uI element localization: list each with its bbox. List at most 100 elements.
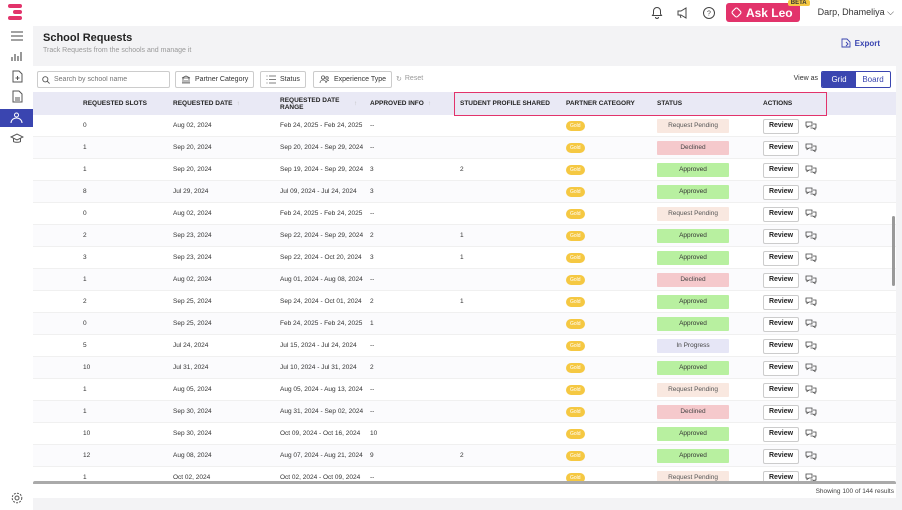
comments-icon[interactable] xyxy=(805,252,817,264)
col-approved-info[interactable]: APPROVED INFO ↑ xyxy=(370,100,432,107)
comments-icon[interactable] xyxy=(805,362,817,374)
comments-icon[interactable] xyxy=(805,186,817,198)
cell-date: Sep 25, 2024 xyxy=(173,298,212,305)
comments-icon[interactable] xyxy=(805,406,817,418)
help-icon[interactable]: ? xyxy=(700,4,718,22)
review-button[interactable]: Review xyxy=(763,162,799,178)
comments-icon[interactable] xyxy=(805,384,817,396)
partner-category-filter[interactable]: Partner Category xyxy=(175,71,255,88)
table-row[interactable]: 0 Aug 02, 2024 Feb 24, 2025 - Feb 24, 2025… xyxy=(33,115,896,137)
table-row[interactable]: 1 Oct 02, 2024 Oct 02, 2024 - Oct 09, 2024… xyxy=(33,467,896,482)
status-filter[interactable]: Status xyxy=(260,71,306,88)
menu-icon[interactable] xyxy=(9,28,25,44)
review-button[interactable]: Review xyxy=(763,118,799,134)
list-icon xyxy=(266,75,276,84)
page-scroll-track[interactable] xyxy=(896,26,902,510)
review-button[interactable]: Review xyxy=(763,448,799,464)
comments-icon[interactable] xyxy=(805,142,817,154)
review-button[interactable]: Review xyxy=(763,250,799,266)
comments-icon[interactable] xyxy=(805,274,817,286)
comments-icon[interactable] xyxy=(805,230,817,242)
ask-leo-button[interactable]: Ask Leo BETA xyxy=(725,0,810,22)
board-view-button[interactable]: Board xyxy=(856,72,890,87)
table-row[interactable]: 5 Jul 24, 2024 Jul 15, 2024 - Jul 24, 2024… xyxy=(33,335,896,357)
grid-view-button[interactable]: Grid xyxy=(822,72,856,87)
graduation-cap-icon[interactable] xyxy=(9,130,25,146)
comments-icon[interactable] xyxy=(805,472,817,482)
export-button[interactable]: Export xyxy=(841,38,880,48)
horizontal-scrollbar[interactable] xyxy=(33,481,896,485)
add-document-icon[interactable] xyxy=(9,68,25,84)
cell-profile-shared: 2 xyxy=(460,166,464,173)
comments-icon[interactable] xyxy=(805,164,817,176)
experience-type-filter[interactable]: Experience Type xyxy=(313,71,393,88)
review-button[interactable]: Review xyxy=(763,316,799,332)
review-button[interactable]: Review xyxy=(763,272,799,288)
status-badge: Request Pending xyxy=(657,119,729,133)
page-header: School Requests Track Requests from the … xyxy=(33,26,896,66)
table-row[interactable]: 2 Sep 23, 2024 Sep 22, 2024 - Sep 29, 2024… xyxy=(33,225,896,247)
document-icon[interactable] xyxy=(9,88,25,104)
search-input[interactable] xyxy=(54,76,164,83)
review-button[interactable]: Review xyxy=(763,294,799,310)
megaphone-icon[interactable] xyxy=(674,4,692,22)
comments-icon[interactable] xyxy=(805,428,817,440)
col-requested-slots[interactable]: REQUESTED SLOTS xyxy=(83,100,147,107)
status-filter-label: Status xyxy=(280,76,300,83)
table-row[interactable]: 2 Sep 25, 2024 Sep 24, 2024 - Oct 01, 2024… xyxy=(33,291,896,313)
review-button[interactable]: Review xyxy=(763,206,799,222)
col-status[interactable]: STATUS xyxy=(657,100,683,107)
review-button[interactable]: Review xyxy=(763,360,799,376)
table-row[interactable]: 1 Aug 05, 2024 Aug 05, 2024 - Aug 13, 2024… xyxy=(33,379,896,401)
review-button[interactable]: Review xyxy=(763,470,799,482)
category-badge: Gold xyxy=(566,209,585,219)
table-row[interactable]: 0 Sep 25, 2024 Feb 24, 2025 - Feb 24, 2025… xyxy=(33,313,896,335)
cell-status: Request Pending xyxy=(657,115,729,137)
cell-actions: Review xyxy=(763,159,817,181)
table-row[interactable]: 8 Jul 29, 2024 Jul 09, 2024 - Jul 24, 2024… xyxy=(33,181,896,203)
table-row[interactable]: 1 Sep 20, 2024 Sep 19, 2024 - Sep 29, 2024… xyxy=(33,159,896,181)
search-box[interactable] xyxy=(37,71,170,88)
cell-partner-category: Gold xyxy=(566,445,585,467)
settings-gear-icon[interactable] xyxy=(9,490,25,506)
table-scrollbar[interactable] xyxy=(892,216,895,286)
bell-icon[interactable] xyxy=(648,4,666,22)
status-badge: In Progress xyxy=(657,339,729,353)
beta-badge: BETA xyxy=(787,0,810,6)
comments-icon[interactable] xyxy=(805,208,817,220)
comments-icon[interactable] xyxy=(805,120,817,132)
review-button[interactable]: Review xyxy=(763,382,799,398)
review-button[interactable]: Review xyxy=(763,426,799,442)
comments-icon[interactable] xyxy=(805,296,817,308)
table-row[interactable]: 12 Aug 08, 2024 Aug 07, 2024 - Aug 21, 202… xyxy=(33,445,896,467)
table-row[interactable]: 0 Aug 02, 2024 Feb 24, 2025 - Feb 24, 2025… xyxy=(33,203,896,225)
review-button[interactable]: Review xyxy=(763,184,799,200)
review-button[interactable]: Review xyxy=(763,228,799,244)
comments-icon[interactable] xyxy=(805,340,817,352)
table-row[interactable]: 10 Sep 30, 2024 Oct 09, 2024 - Oct 16, 202… xyxy=(33,423,896,445)
col-partner-category[interactable]: PARTNER CATEGORY xyxy=(566,100,635,107)
table-row[interactable]: 3 Sep 23, 2024 Sep 22, 2024 - Oct 20, 2024… xyxy=(33,247,896,269)
table-row[interactable]: 1 Aug 02, 2024 Aug 01, 2024 - Aug 08, 2024… xyxy=(33,269,896,291)
app-logo[interactable] xyxy=(8,4,22,22)
review-button[interactable]: Review xyxy=(763,404,799,420)
school-requests-icon[interactable] xyxy=(0,109,33,127)
analytics-icon[interactable] xyxy=(9,48,25,64)
table-header: REQUESTED SLOTS REQUESTED DATE ↑ REQUESTE… xyxy=(33,92,896,115)
col-requested-date[interactable]: REQUESTED DATE ↑ xyxy=(173,100,240,107)
chevron-down-icon: ⌵ xyxy=(887,7,894,17)
reset-button[interactable]: ↻ Reset xyxy=(396,75,423,83)
table-row[interactable]: 1 Sep 30, 2024 Aug 31, 2024 - Sep 02, 2024… xyxy=(33,401,896,423)
cell-approved-info: -- xyxy=(370,276,375,283)
table-row[interactable]: 1 Sep 20, 2024 Sep 20, 2024 - Sep 29, 2024… xyxy=(33,137,896,159)
col-requested-date-range[interactable]: REQUESTED DATE RANGE ↑ xyxy=(280,96,358,111)
comments-icon[interactable] xyxy=(805,450,817,462)
cell-profile-shared: 1 xyxy=(460,232,464,239)
review-button[interactable]: Review xyxy=(763,140,799,156)
user-menu[interactable]: Darp, Dhameliya ⌵ xyxy=(818,7,894,18)
comments-icon[interactable] xyxy=(805,318,817,330)
table-row[interactable]: 10 Jul 31, 2024 Jul 10, 2024 - Jul 31, 202… xyxy=(33,357,896,379)
col-student-profile-shared[interactable]: STUDENT PROFILE SHARED xyxy=(460,100,550,107)
review-button[interactable]: Review xyxy=(763,338,799,354)
col-actions[interactable]: ACTIONS xyxy=(763,100,793,107)
